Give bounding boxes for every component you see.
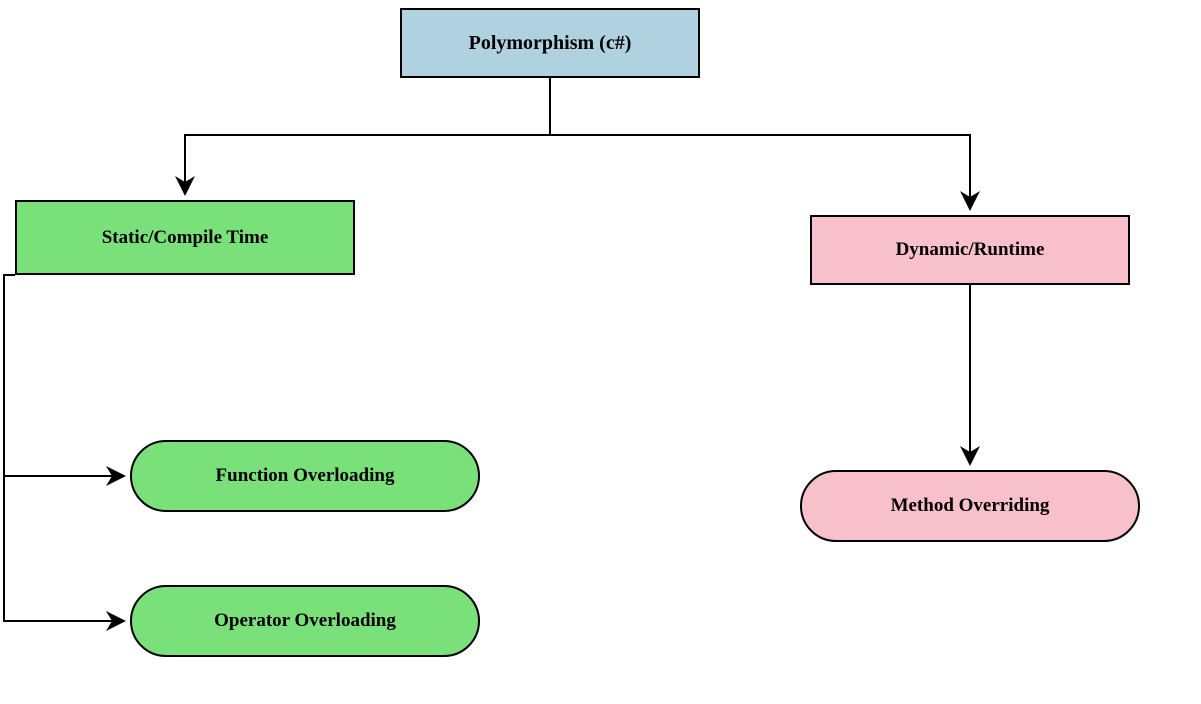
- node-dynamic: Dynamic/Runtime: [810, 215, 1130, 285]
- node-label: Static/Compile Time: [102, 227, 269, 249]
- node-static: Static/Compile Time: [15, 200, 355, 275]
- edge: [185, 78, 550, 192]
- node-label: Function Overloading: [216, 465, 395, 487]
- node-func_overload: Function Overloading: [130, 440, 480, 512]
- node-method_override: Method Overriding: [800, 470, 1140, 542]
- node-label: Method Overriding: [891, 495, 1050, 517]
- edge: [4, 476, 122, 621]
- node-op_overload: Operator Overloading: [130, 585, 480, 657]
- node-root: Polymorphism (c#): [400, 8, 700, 78]
- edge: [4, 275, 122, 476]
- node-label: Dynamic/Runtime: [896, 239, 1045, 261]
- node-label: Polymorphism (c#): [469, 32, 632, 55]
- node-label: Operator Overloading: [214, 610, 396, 632]
- edge: [550, 78, 970, 207]
